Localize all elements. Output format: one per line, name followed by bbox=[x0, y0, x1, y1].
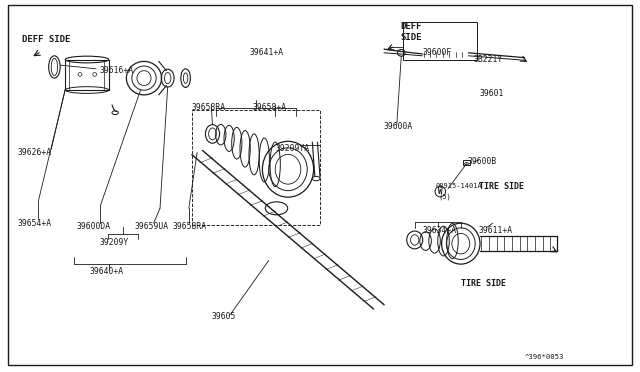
Text: W: W bbox=[438, 187, 443, 196]
Text: 39658RA: 39658RA bbox=[173, 222, 207, 231]
Text: 3B221Y: 3B221Y bbox=[474, 55, 503, 64]
Bar bbox=[463, 160, 470, 165]
Text: ^396*0053: ^396*0053 bbox=[525, 354, 564, 360]
Bar bbox=[403, 22, 477, 60]
Text: (5): (5) bbox=[438, 193, 451, 200]
Text: 39640+A: 39640+A bbox=[90, 267, 124, 276]
Text: DEFF SIDE: DEFF SIDE bbox=[22, 35, 71, 44]
Text: 39634+A: 39634+A bbox=[422, 226, 456, 235]
Text: 39601: 39601 bbox=[480, 89, 504, 98]
Text: 39658RA: 39658RA bbox=[192, 103, 226, 112]
Text: 39626+A: 39626+A bbox=[18, 148, 52, 157]
Bar bbox=[192, 110, 320, 225]
Text: 39605: 39605 bbox=[211, 312, 236, 321]
Text: 39209YA: 39209YA bbox=[275, 144, 309, 153]
Text: 39600F: 39600F bbox=[422, 48, 452, 57]
Text: 39600B: 39600B bbox=[467, 157, 497, 166]
Text: 39641+A: 39641+A bbox=[250, 48, 284, 57]
Text: TIRE SIDE: TIRE SIDE bbox=[461, 279, 506, 288]
Text: 39659UA: 39659UA bbox=[134, 222, 168, 231]
Text: DEFF: DEFF bbox=[400, 22, 422, 31]
Text: 39600A: 39600A bbox=[384, 122, 413, 131]
Text: TIRE SIDE: TIRE SIDE bbox=[479, 182, 524, 190]
Text: 39600DA: 39600DA bbox=[77, 222, 111, 231]
Text: 39209Y: 39209Y bbox=[99, 238, 129, 247]
Text: 39616+A: 39616+A bbox=[99, 66, 133, 75]
Text: 39658+A: 39658+A bbox=[253, 103, 287, 112]
Text: 39654+A: 39654+A bbox=[18, 219, 52, 228]
Text: 08915-1401A: 08915-1401A bbox=[435, 183, 482, 189]
Text: 39611+A: 39611+A bbox=[479, 226, 513, 235]
Text: SIDE: SIDE bbox=[400, 33, 422, 42]
